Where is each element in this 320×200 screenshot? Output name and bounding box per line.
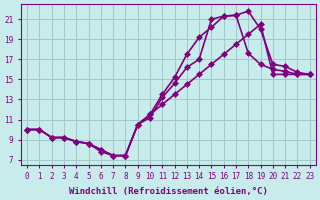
X-axis label: Windchill (Refroidissement éolien,°C): Windchill (Refroidissement éolien,°C) [69, 187, 268, 196]
